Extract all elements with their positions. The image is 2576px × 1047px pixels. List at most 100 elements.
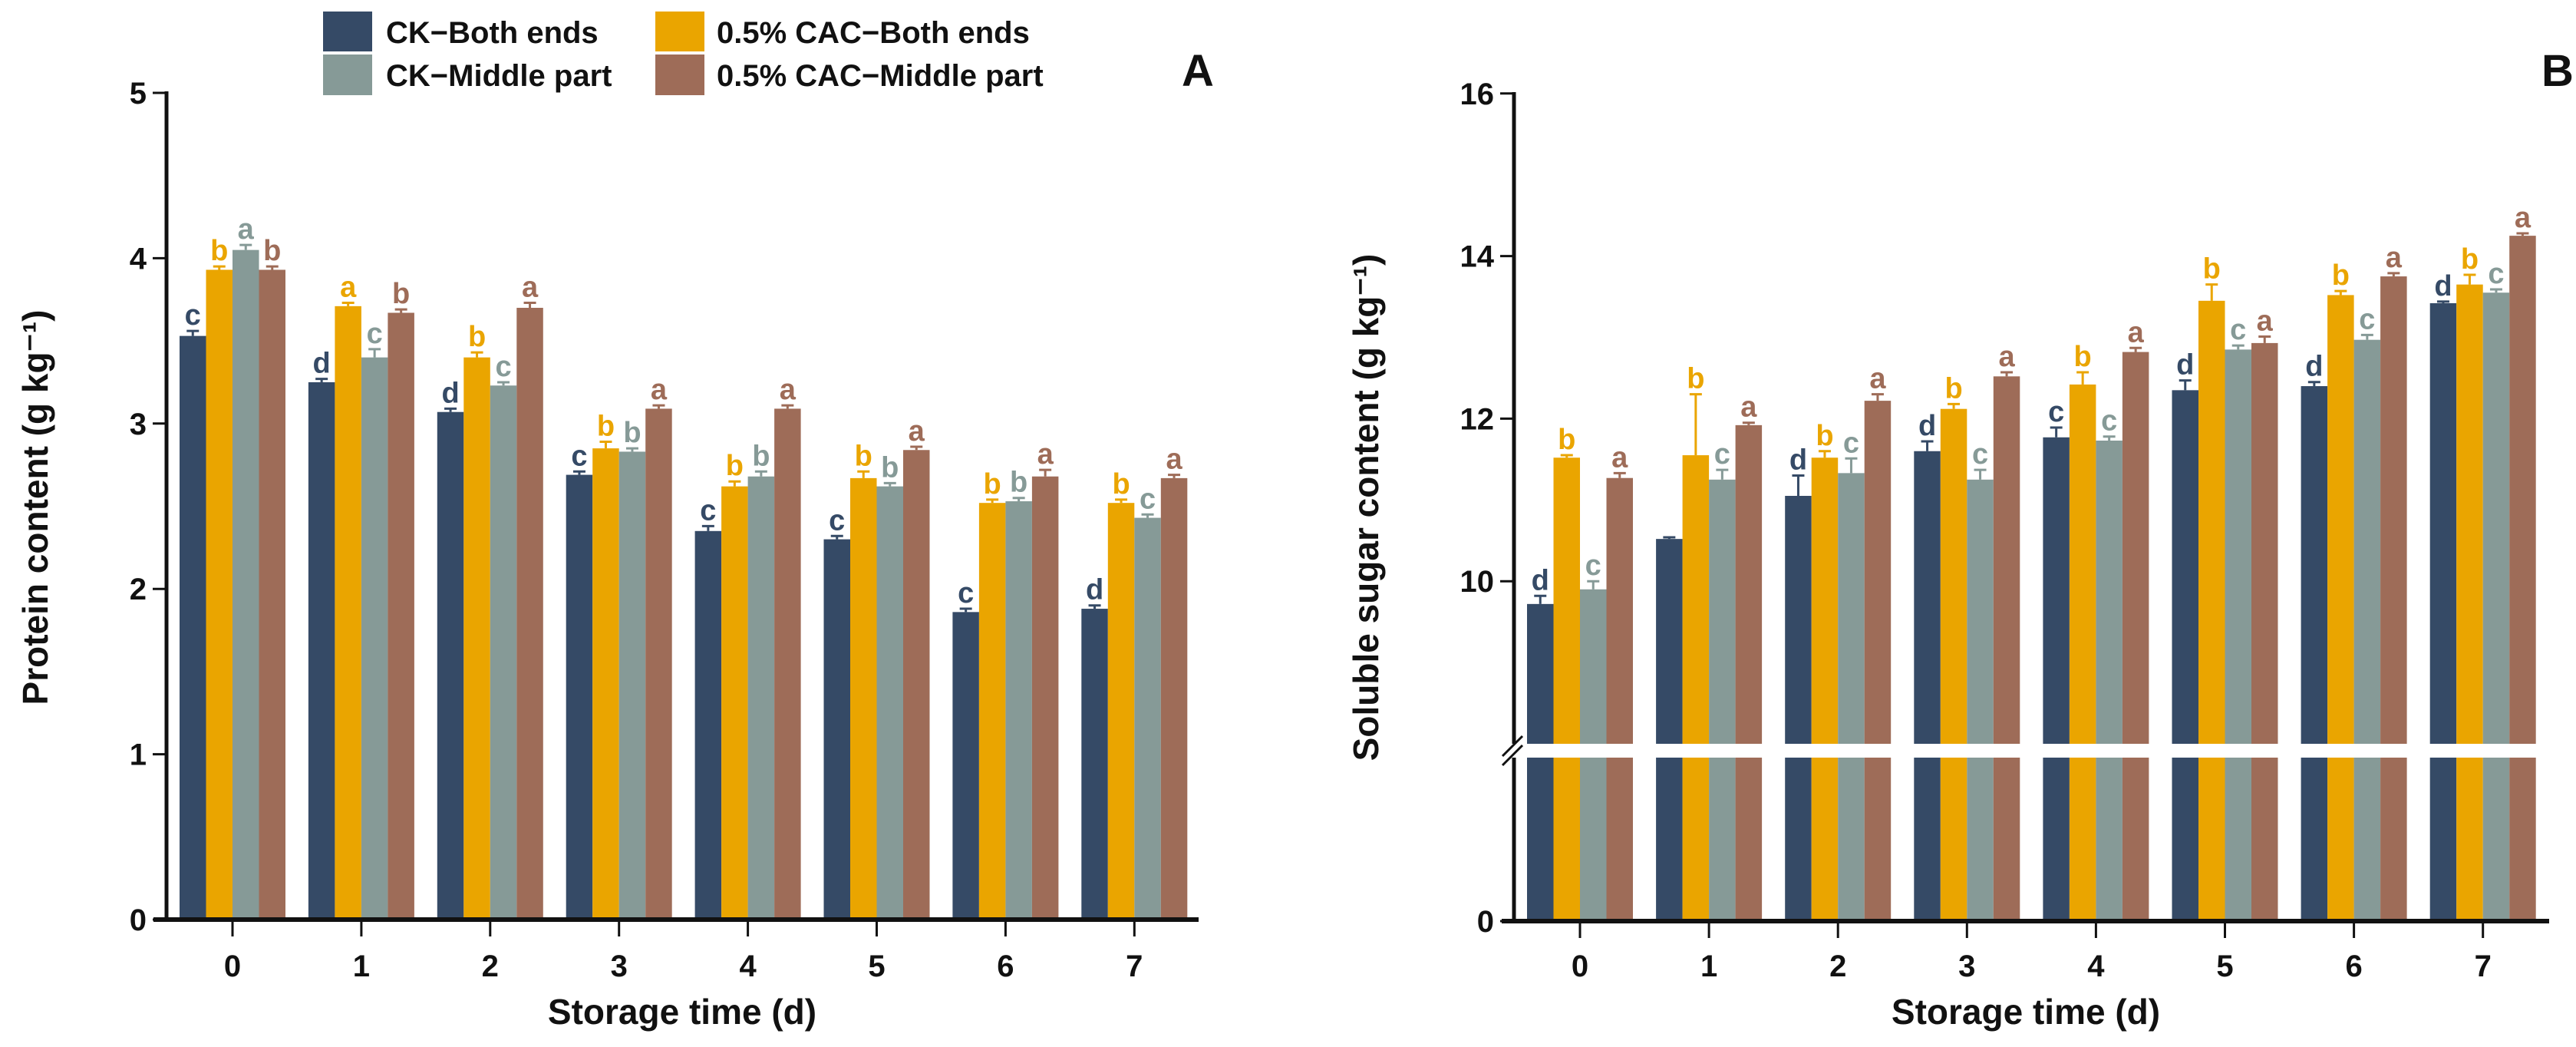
legend-swatch-ck-both-ends [323,12,372,51]
bar-0-day5-s1 [850,477,877,920]
chart-a-x-axis-title: Storage time (d) [548,992,816,1032]
panel-label-b: B [2541,46,2574,96]
significance-letter: b [1010,467,1027,499]
bar-1-day2-s1 [1811,457,1839,921]
axis-break-mark [1501,744,1524,767]
bar-0-day4-s1 [721,486,748,920]
bar-1-day5-s0 [2172,390,2198,922]
significance-letter: d [2434,270,2452,302]
bar-1-day4-s3 [2122,352,2149,921]
significance-letter: c [700,494,716,527]
significance-letter: b [1944,372,1962,405]
significance-letter: d [2305,351,2323,383]
significance-letter: a [340,272,357,304]
significance-letter: b [752,440,770,472]
significance-letter: b [392,278,410,310]
significance-letter: c [1714,438,1730,471]
significance-letter: c [2488,258,2504,290]
bar-1-day1-s3 [1735,424,1763,921]
bar-0-day1-s0 [308,381,335,920]
bar-1-day6-s3 [2380,276,2407,921]
bar-1-day0-s0 [1527,603,1554,921]
bar-1-day3-s2 [1967,479,1994,921]
significance-letter: d [313,348,331,380]
significance-letter: b [263,235,281,267]
significance-letter: d [2176,349,2194,381]
bar-1-day2-s0 [1785,496,1812,921]
significance-letter: b [1816,420,1833,452]
bar-1-day2-s2 [1838,473,1865,921]
significance-letter: c [1972,438,1988,471]
chart-a-y-axis-title: Protein content (g kg⁻¹) [15,310,55,705]
significance-letter: b [597,410,615,442]
x-tick-label: 4 [739,950,757,983]
significance-letter: c [367,318,383,350]
significance-letter: a [522,272,539,304]
x-tick-label: 3 [611,950,628,983]
significance-letter: c [2230,314,2246,346]
x-tick-label: 5 [2216,950,2233,983]
bar-0-day5-s0 [823,539,850,920]
bar-0-day4-s3 [774,408,801,920]
bar-0-day6-s0 [952,612,979,920]
x-tick-label: 6 [997,950,1014,983]
significance-letter: c [2048,396,2064,428]
x-tick-label: 0 [1572,950,1588,983]
y-tick-label: 0 [1477,905,1494,939]
bar-1-day6-s0 [2301,386,2328,921]
bar-1-day0-s3 [1606,477,1633,921]
bar-1-day5-s1 [2198,300,2225,922]
bar-0-day3-s0 [566,474,593,920]
chart-b-y-ticks: 0 10 12 14 16 [1460,78,1524,939]
bar-1-day3-s1 [1940,408,1967,921]
bar-0-day1-s2 [361,357,388,920]
bar-1-day5-s3 [2251,342,2278,922]
significance-letter: a [1998,341,2015,373]
bar-1-day0-s1 [1553,457,1580,921]
significance-letter: c [495,351,511,383]
bar-1-day1-s2 [1709,479,1736,921]
bar-1-day4-s1 [2069,384,2096,921]
x-tick-label: 7 [2475,950,2492,983]
significance-letter: b [855,440,872,472]
bar-1-day4-s2 [2096,440,2122,921]
x-tick-label: 4 [2087,950,2105,983]
legend-swatch-cac-both-ends [655,12,704,51]
bar-0-day3-s1 [592,448,619,920]
x-tick-label: 3 [1958,950,1975,983]
bar-0-day5-s3 [903,450,930,920]
bar-0-day6-s3 [1031,476,1059,920]
significance-letter: a [1611,441,1628,474]
y-tick-label: 2 [130,573,147,606]
bar-0-day2-s3 [516,308,543,920]
chart-b-y-axis-title: Soluble sugar content (g kg⁻¹) [1346,254,1386,761]
bar-0-day0-s1 [206,269,233,920]
significance-letter: d [1532,564,1549,596]
bar-1-day1-s0 [1656,539,1683,921]
significance-letter: c [1843,427,1859,459]
significance-letter: c [958,577,974,609]
significance-letter: b [2074,341,2092,373]
legend: CK−Both ends 0.5% CAC−Both ends CK−Middl… [323,12,1044,95]
significance-letter: a [238,213,255,246]
y-tick-label: 12 [1460,402,1495,436]
y-tick-label: 16 [1460,78,1495,111]
significance-letter: b [1558,424,1575,456]
bar-0-day0-s2 [233,249,259,920]
y-tick-label: 14 [1460,240,1495,274]
significance-letter: a [2257,305,2274,337]
significance-letter: a [1037,438,1054,471]
significance-letter: b [1687,363,1704,395]
significance-letter: c [571,440,587,472]
significance-letter: d [1918,410,1936,442]
chart-b-x-axis-title: Storage time (d) [1892,992,2160,1032]
chart-a-y-ticks: 0 1 2 3 4 5 [130,77,169,937]
bar-1-day7-s0 [2429,303,2457,922]
significance-letter: b [468,321,486,353]
significance-letter: b [726,450,744,482]
x-tick-label: 0 [224,950,241,983]
x-tick-label: 7 [1126,950,1143,983]
bar-1-day6-s1 [2327,295,2354,921]
